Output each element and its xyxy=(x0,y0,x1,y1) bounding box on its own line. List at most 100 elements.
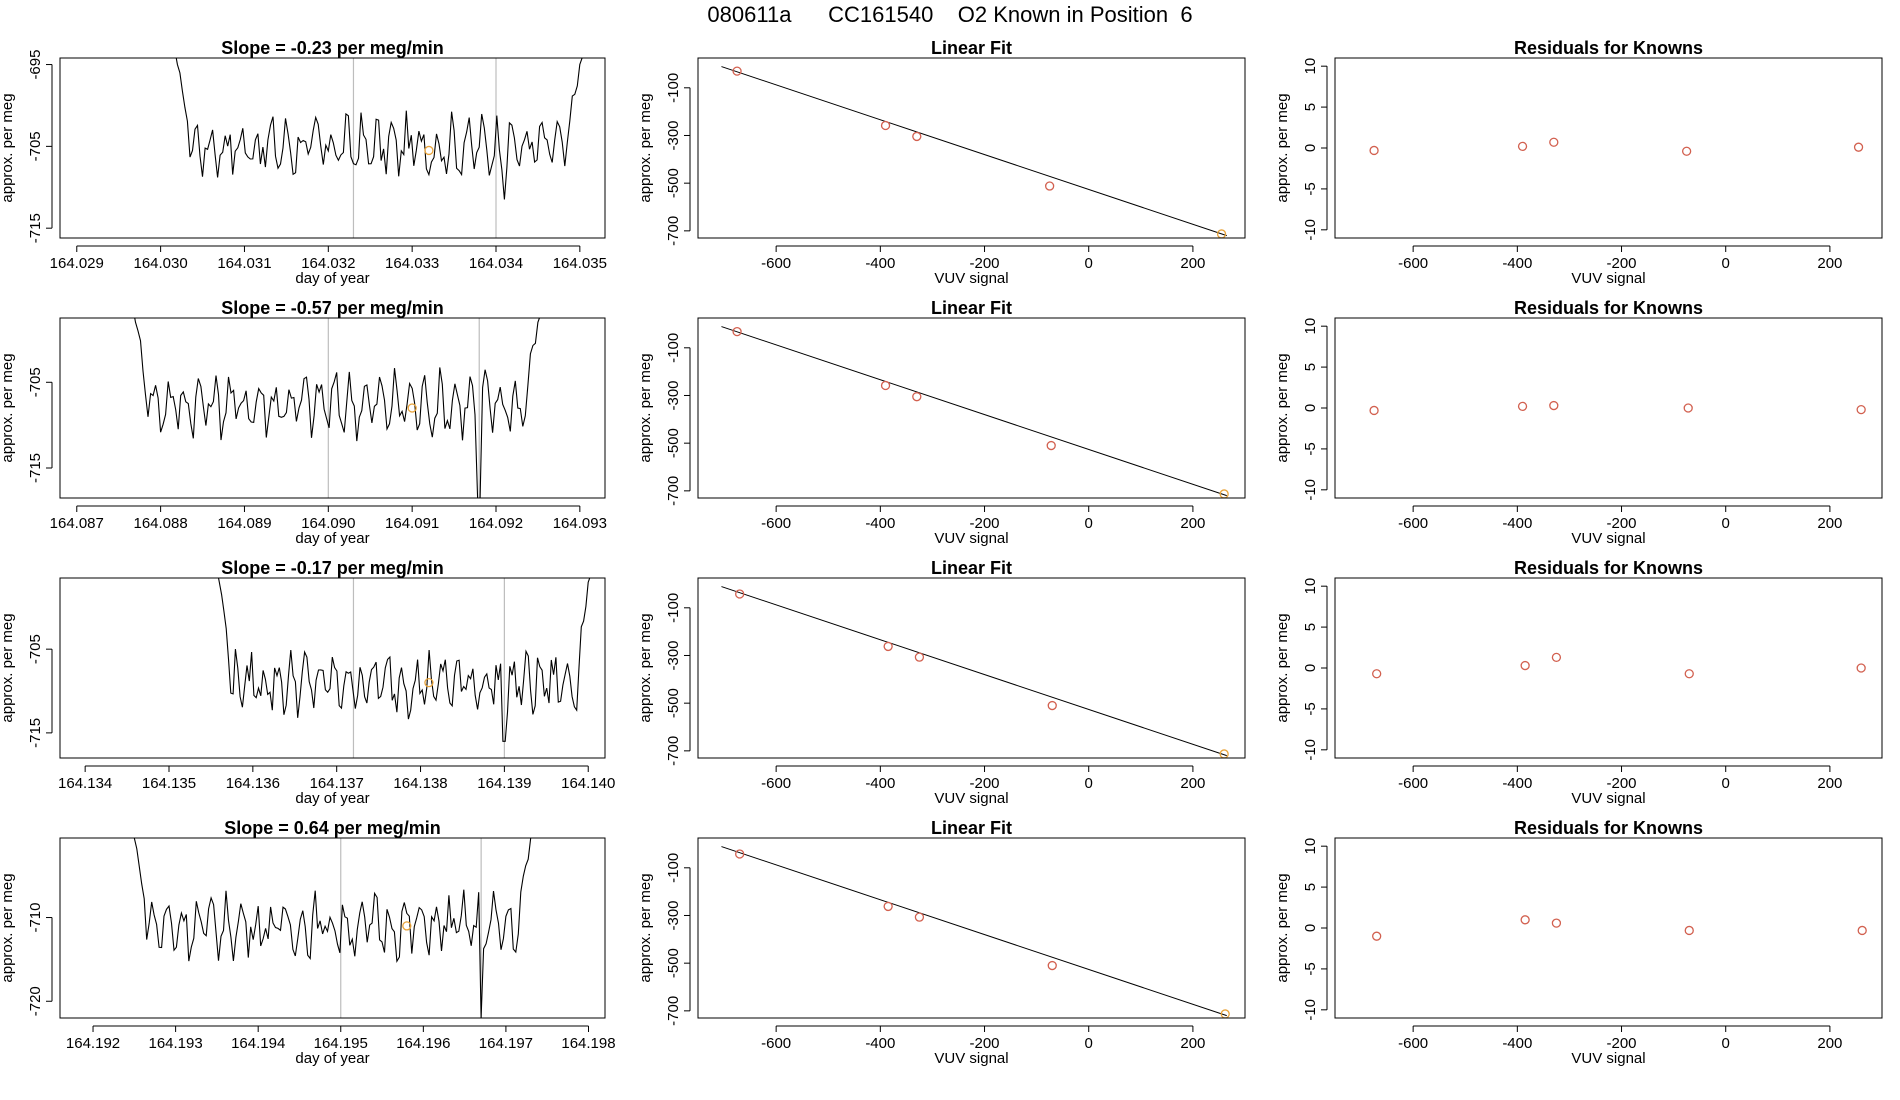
plot-frame xyxy=(697,577,1246,759)
data-point xyxy=(735,849,745,859)
chart-panel: Residuals for Knowns -600 -400 -200 0 200 VUV … xyxy=(1274,298,1883,547)
y-tick-label: -715 xyxy=(27,718,44,748)
x-axis-label: VUV signal xyxy=(1571,270,1645,287)
x-tick-label: 0 xyxy=(1722,255,1730,272)
y-tick-label: -705 xyxy=(27,131,44,161)
y-tick-label: 5 xyxy=(1302,103,1319,111)
data-point xyxy=(883,641,893,652)
series-line xyxy=(134,318,541,498)
x-axis-label: VUV signal xyxy=(934,790,1008,807)
x-tick-label: 164.197 xyxy=(479,1035,533,1052)
y-tick-label: 0 xyxy=(1302,924,1319,932)
y-axis-label: approx. per meg xyxy=(637,613,654,722)
data-point xyxy=(1520,660,1530,671)
x-tick-label: 164.139 xyxy=(477,775,531,792)
data-point xyxy=(1551,918,1562,928)
plot-area xyxy=(721,586,1229,758)
data-point xyxy=(1044,181,1055,191)
x-tick-label: 164.138 xyxy=(393,775,447,792)
x-tick-label: 164.194 xyxy=(231,1035,285,1052)
y-axis-label: approx. per meg xyxy=(637,93,654,202)
y-tick-label: 10 xyxy=(1302,838,1319,855)
y-tick-label: -705 xyxy=(27,634,44,664)
x-tick-label: -600 xyxy=(1398,255,1428,272)
y-tick-label: -700 xyxy=(665,736,682,766)
chart-title: Residuals for Knowns xyxy=(1514,298,1703,318)
x-axis-label: VUV signal xyxy=(1571,1050,1645,1067)
data-point xyxy=(912,131,922,142)
data-point xyxy=(1856,663,1866,673)
figure-title: 080611a CC161540 O2 Known in Position 6 xyxy=(707,2,1193,27)
highlight-marker xyxy=(424,678,434,688)
x-tick-label: -200 xyxy=(970,1035,1000,1052)
plot-frame xyxy=(1334,57,1883,239)
y-tick-label: 5 xyxy=(1302,883,1319,891)
y-tick-label: 10 xyxy=(1302,58,1319,75)
plot-area xyxy=(1372,652,1866,679)
x-tick-label: -600 xyxy=(761,775,791,792)
x-tick-label: -400 xyxy=(1502,775,1532,792)
plot-area xyxy=(134,318,541,498)
chart-panel: Linear Fit -600 -400 -200 0 200 VUV signal -100… xyxy=(637,38,1246,287)
chart-title: Residuals for Knowns xyxy=(1514,558,1703,578)
x-tick-label: 0 xyxy=(1085,1035,1093,1052)
highlight-marker xyxy=(424,145,434,156)
fit-line xyxy=(721,326,1227,497)
x-axis-label: VUV signal xyxy=(934,1050,1008,1067)
plot-frame xyxy=(1334,317,1883,499)
x-tick-label: -600 xyxy=(1398,775,1428,792)
y-axis-label: approx. per meg xyxy=(1274,613,1291,722)
data-point xyxy=(1684,669,1694,679)
series-line xyxy=(217,578,591,742)
x-tick-label: 0 xyxy=(1722,775,1730,792)
x-tick-label: 164.035 xyxy=(553,255,607,272)
x-tick-label: 164.091 xyxy=(385,515,439,532)
chart-title: Slope = 0.64 per meg/min xyxy=(224,818,441,838)
y-tick-label: 10 xyxy=(1302,318,1319,335)
plot-frame xyxy=(59,57,606,239)
x-tick-label: 164.135 xyxy=(142,775,196,792)
x-axis-label: day of year xyxy=(295,270,369,287)
y-tick-label: -5 xyxy=(1302,182,1319,195)
plot-frame xyxy=(697,317,1246,499)
chart-title: Linear Fit xyxy=(931,818,1012,838)
x-tick-label: 164.192 xyxy=(66,1035,120,1052)
y-tick-label: -700 xyxy=(665,216,682,246)
chart-panel: Linear Fit -600 -400 -200 0 200 VUV signal -100… xyxy=(637,558,1246,807)
x-tick-label: 164.137 xyxy=(310,775,364,792)
y-axis-label: approx. per meg xyxy=(0,613,16,722)
x-tick-label: -600 xyxy=(1398,1035,1428,1052)
y-axis-label: approx. per meg xyxy=(1274,93,1291,202)
x-tick-label: 164.093 xyxy=(553,515,607,532)
x-tick-label: -400 xyxy=(865,775,895,792)
data-point xyxy=(1549,137,1559,147)
y-tick-label: -5 xyxy=(1302,442,1319,455)
chart-title: Linear Fit xyxy=(931,298,1012,318)
data-point xyxy=(1551,652,1562,663)
x-tick-label: 200 xyxy=(1817,255,1842,272)
series-line xyxy=(175,58,583,200)
x-tick-label: 164.033 xyxy=(385,255,439,272)
x-tick-label: 164.193 xyxy=(148,1035,202,1052)
chart-panel: Residuals for Knowns -600 -400 -200 0 200 VUV … xyxy=(1274,558,1883,807)
plot-frame xyxy=(697,837,1246,1019)
data-point xyxy=(1372,931,1382,941)
y-axis-label: approx. per meg xyxy=(1274,353,1291,462)
x-tick-label: -600 xyxy=(761,515,791,532)
x-tick-label: -200 xyxy=(1607,775,1637,792)
data-point xyxy=(1369,145,1379,156)
data-point xyxy=(1857,925,1867,936)
data-point xyxy=(880,120,891,131)
x-tick-label: 0 xyxy=(1085,255,1093,272)
y-tick-label: -700 xyxy=(665,476,682,506)
plot-area xyxy=(1369,400,1866,416)
x-tick-label: -200 xyxy=(1607,515,1637,532)
x-axis-label: VUV signal xyxy=(934,530,1008,547)
chart-panel: Residuals for Knowns -600 -400 -200 0 200 VUV … xyxy=(1274,38,1883,287)
chart-panel: Slope = -0.17 per meg/min 164.134 164.135 1… xyxy=(0,558,615,807)
chart-title: Slope = -0.17 per meg/min xyxy=(221,558,444,578)
x-tick-label: 200 xyxy=(1180,1035,1205,1052)
x-tick-label: 164.140 xyxy=(561,775,615,792)
x-tick-label: 200 xyxy=(1817,1035,1842,1052)
y-tick-label: -300 xyxy=(665,380,682,410)
